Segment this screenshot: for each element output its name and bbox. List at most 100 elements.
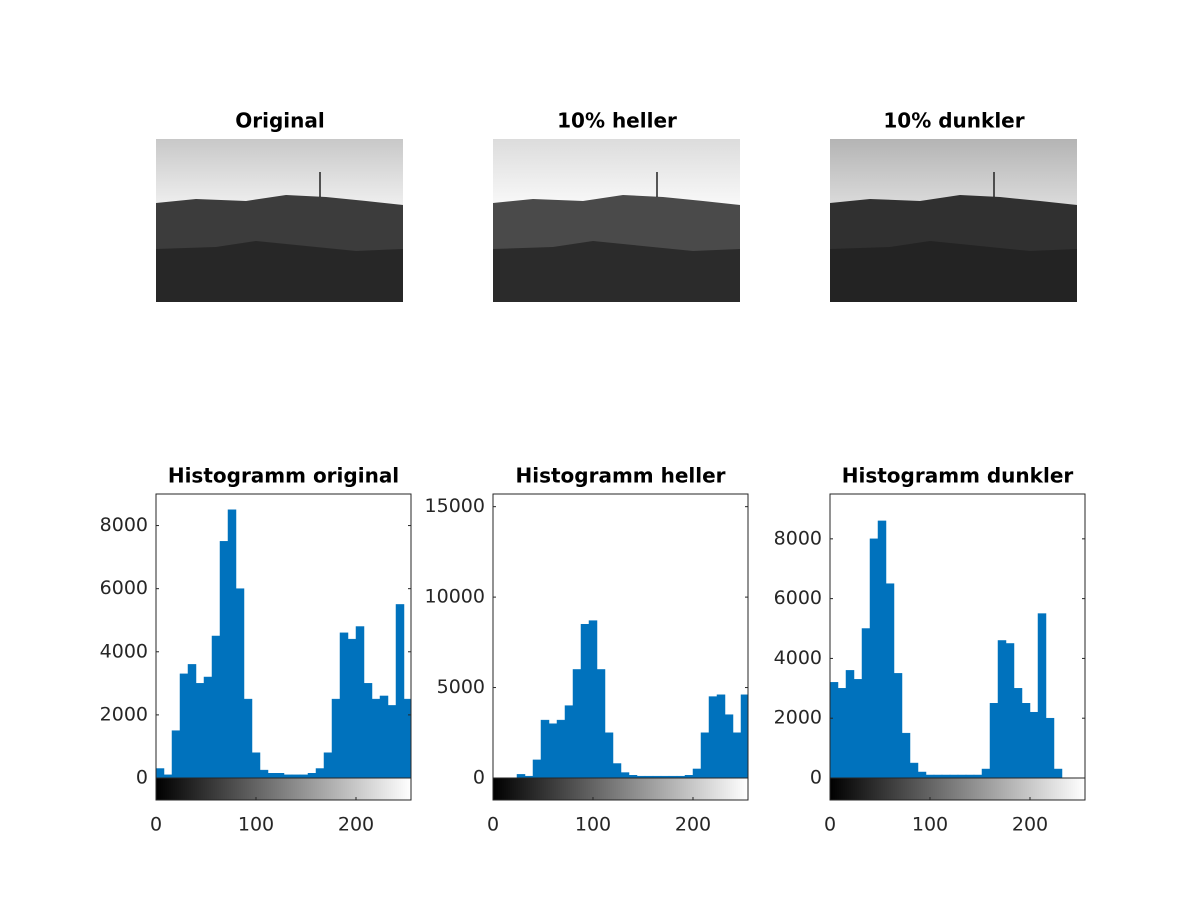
- histogram-bar: [179, 673, 189, 779]
- histogram-bar: [917, 771, 927, 779]
- photo: [156, 139, 403, 302]
- histogram-bar: [379, 695, 389, 779]
- y-tick-label: 8000: [774, 527, 822, 549]
- histogram-bar: [580, 623, 590, 779]
- histogram-bar: [315, 768, 325, 779]
- histogram-bar: [564, 705, 574, 779]
- histogram-bar: [612, 763, 622, 779]
- x-tick-label: 100: [912, 814, 948, 836]
- histogram-bar: [901, 732, 911, 779]
- histogram-bar: [203, 676, 213, 779]
- histogram-bar: [837, 688, 847, 779]
- histogram-bar: [275, 773, 285, 779]
- x-tick-label: 100: [575, 814, 611, 836]
- y-tick-label: 4000: [100, 640, 148, 662]
- histogram-bar: [371, 698, 381, 779]
- histogram-bar: [323, 752, 333, 779]
- histogram-bar: [708, 696, 718, 779]
- chart-title: Histogramm dunkler: [842, 464, 1074, 488]
- histogram-bar: [516, 774, 526, 779]
- photo: [830, 139, 1077, 302]
- histogram-bar: [1045, 717, 1055, 779]
- x-tick-label: 0: [824, 814, 836, 836]
- histogram-bar: [700, 732, 710, 779]
- histogram-bar: [740, 694, 749, 779]
- x-tick-label: 200: [338, 814, 374, 836]
- x-tick-label: 0: [487, 814, 499, 836]
- histogram-bar: [885, 583, 895, 779]
- photo: [493, 139, 740, 302]
- histogram-bar: [909, 762, 919, 779]
- y-tick-label: 0: [473, 767, 485, 789]
- histogram-bar: [347, 638, 357, 779]
- colorbar: [493, 778, 748, 800]
- y-tick-label: 15000: [425, 495, 485, 517]
- axes-box: [829, 493, 1086, 801]
- histogram-bar: [1037, 613, 1047, 779]
- histogram-bar: [556, 719, 566, 779]
- histogram-bar: [227, 509, 237, 779]
- histogram-bar: [195, 683, 205, 779]
- x-tick-label: 0: [150, 814, 162, 836]
- histogram-bar: [267, 773, 277, 779]
- histogram-bar: [187, 664, 197, 779]
- histogram-bar: [403, 698, 412, 779]
- image-title: 10% dunkler: [883, 109, 1024, 133]
- histogram-bar: [869, 538, 879, 779]
- histogram-bar: [211, 635, 221, 779]
- axes-box: [155, 493, 412, 801]
- colorbar: [830, 778, 1085, 800]
- chart-title: Histogramm original: [168, 464, 399, 488]
- y-tick-label: 5000: [437, 676, 485, 698]
- histogram-bar: [716, 694, 726, 779]
- y-tick-label: 2000: [774, 707, 822, 729]
- chart-title: Histogramm heller: [515, 464, 725, 488]
- histogram-bar: [893, 673, 903, 779]
- y-tick-label: 0: [810, 767, 822, 789]
- histogram-bar: [540, 719, 550, 779]
- histogram-bar: [853, 679, 863, 779]
- histogram-bar: [997, 640, 1007, 779]
- y-tick-label: 10000: [425, 586, 485, 608]
- histogram-bar: [171, 730, 181, 779]
- histogram-bar: [243, 698, 253, 779]
- histogram-bar: [331, 698, 341, 779]
- histogram-bar: [1021, 703, 1031, 779]
- photo-city: [156, 241, 403, 302]
- histogram-bar: [395, 604, 405, 779]
- x-tick-label: 200: [1012, 814, 1048, 836]
- histogram-bar: [596, 669, 606, 779]
- histogram-bar: [219, 541, 229, 779]
- histogram-bar: [724, 714, 734, 779]
- histogram-bar: [981, 768, 991, 779]
- histogram-bar: [620, 772, 630, 779]
- x-tick-label: 100: [238, 814, 274, 836]
- histogram-bar: [989, 703, 999, 779]
- histogram-bar: [877, 520, 887, 779]
- histogram-bar: [845, 670, 855, 779]
- histogram-bar: [155, 768, 165, 779]
- histogram-bar: [572, 669, 582, 779]
- y-tick-label: 6000: [100, 577, 148, 599]
- histogram-bar: [1053, 768, 1063, 779]
- y-tick-label: 8000: [100, 514, 148, 536]
- histogram-bar: [251, 752, 261, 779]
- histogram-bar: [548, 723, 558, 779]
- histogram-bar: [829, 682, 839, 779]
- histogram-bar: [532, 759, 542, 779]
- histogram-bar: [1005, 643, 1015, 779]
- y-tick-label: 2000: [100, 703, 148, 725]
- x-tick-label: 200: [675, 814, 711, 836]
- histogram-bar: [259, 769, 269, 779]
- axes-box: [492, 493, 749, 801]
- histogram-bar: [604, 732, 614, 779]
- histogram-bar: [1013, 688, 1023, 779]
- histogram-bar: [861, 628, 871, 779]
- histogram-bar: [339, 632, 349, 779]
- y-tick-label: 0: [136, 767, 148, 789]
- photo-city: [493, 241, 740, 302]
- histogram-bar: [363, 683, 373, 779]
- image-title: Original: [235, 109, 324, 133]
